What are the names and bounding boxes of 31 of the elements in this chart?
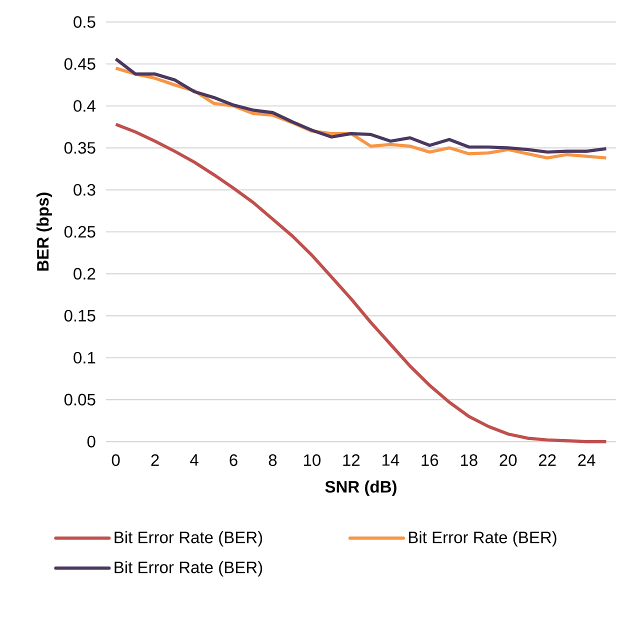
x-tick-label: 10 [304,454,321,466]
y-tick-label: 0.45 [64,58,96,70]
y-axis-title: BER (bps) [36,192,52,271]
x-tick-label: 12 [343,454,360,466]
x-axis-title: SNR (dB) [325,480,396,496]
x-tick-label: 18 [460,454,478,466]
y-tick-label: 0 [87,436,96,448]
x-tick-label: 24 [578,454,596,466]
x-tick-label: 2 [151,454,159,466]
y-tick-label: 0.05 [64,394,96,406]
y-tick-label: 0.25 [64,226,96,238]
x-tick-label: 8 [268,454,277,466]
y-tick-label: 0.3 [74,184,96,196]
x-tick-label: 20 [500,454,517,466]
x-tick-label: 22 [538,454,556,466]
y-tick-label: 0.2 [74,268,96,280]
x-tick-label: 4 [190,454,198,466]
x-tick-label: 14 [382,454,400,466]
y-tick-label: 0.1 [74,352,96,364]
legend-label: Bit Error Rate (BER) [114,561,262,577]
y-tick-label: 0.5 [74,16,96,28]
x-tick-label: 16 [422,454,438,466]
line-series [114,122,608,444]
x-tick-label: 0 [112,454,120,466]
line-series [114,57,608,154]
y-tick-label: 0.15 [64,310,96,322]
y-tick-label: 0.35 [64,142,96,154]
legend-label: Bit Error Rate (BER) [409,531,556,547]
y-tick-label: 0.4 [74,100,96,112]
legend-label: Bit Error Rate (BER) [114,531,262,547]
x-tick-label: 6 [230,454,238,466]
